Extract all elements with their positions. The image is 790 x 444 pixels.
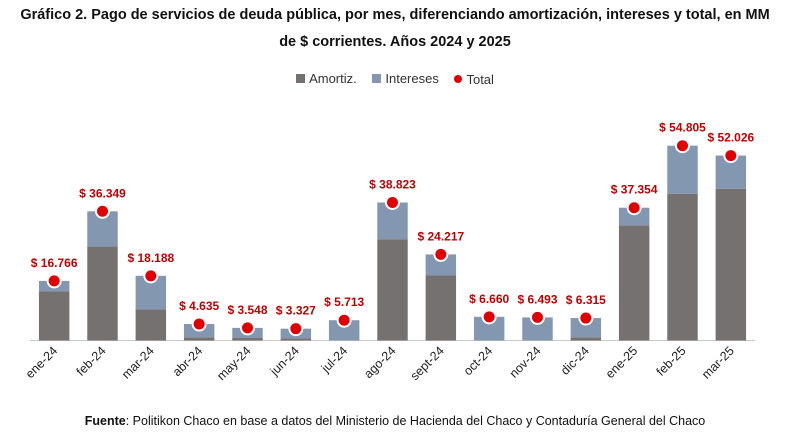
bar-intereses-dic-24 (570, 318, 602, 338)
total-label-jul-24: $ 5.713 (324, 295, 364, 309)
x-tick-label-jul-24: jul-24 (318, 344, 350, 376)
total-label-feb-25: $ 54.805 (659, 121, 706, 135)
total-point-feb-24 (95, 203, 110, 219)
total-point-abr-24 (191, 316, 207, 332)
total-label-feb-24: $ 36.349 (79, 186, 126, 200)
bar-amortiz-dic-24 (570, 337, 602, 341)
chart-plot: $ 16.766 ene-24 $ 36.349 feb-24 $ 18.188 mar-… (23, 121, 755, 383)
x-tick-label-dic-24: dic-24 (558, 344, 592, 378)
total-label-abr-24: $ 4.635 (179, 299, 219, 313)
total-label-ene-25: $ 37.354 (611, 183, 658, 197)
legend-item-intereses: Intereses (372, 71, 439, 86)
total-label-dic-24: $ 6.315 (566, 293, 606, 307)
bar-amortiz-sept-24 (425, 275, 457, 341)
bar-amortiz-feb-25 (667, 193, 698, 341)
chart-title-line-1: Gráfico 2. Pago de servicios de deuda pú… (20, 7, 770, 23)
x-tick-label-ago-24: ago-24 (361, 344, 398, 381)
total-point-mar-24 (143, 268, 159, 284)
legend-swatch-intereses (372, 74, 382, 83)
x-tick-label-ene-24: ene-24 (23, 344, 60, 381)
source-label: Fuente (84, 414, 126, 428)
total-point-feb-25 (675, 138, 690, 154)
legend-label-total: Total (466, 71, 494, 87)
bar-amortiz-mar-24 (135, 309, 167, 341)
total-label-jun-24: $ 3.327 (276, 304, 316, 318)
chart-title: Gráfico 2. Pago de servicios de deuda pú… (0, 2, 790, 56)
total-point-ene-24 (46, 273, 62, 289)
total-point-jun-24 (288, 321, 304, 337)
total-point-sept-24 (433, 246, 449, 262)
total-label-nov-24: $ 6.493 (517, 292, 557, 306)
x-tick-label-abr-24: abr-24 (170, 344, 205, 379)
x-tick-label-jun-24: jun-24 (267, 344, 302, 379)
legend-item-total: Total (454, 71, 494, 87)
bar-intereses-nov-24 (522, 317, 553, 341)
legend-item-amortiz: Amortiz. (296, 71, 357, 86)
bar-intereses-sept-24 (425, 254, 457, 276)
legend-label-intereses: Intereses (385, 71, 439, 86)
total-label-ene-24: $ 16.766 (31, 256, 78, 270)
total-label-ago-24: $ 38.823 (369, 178, 416, 192)
bar-amortiz-jun-24 (280, 338, 312, 341)
total-label-oct-24: $ 6.660 (469, 292, 509, 306)
x-tick-label-feb-24: feb-24 (74, 344, 109, 379)
total-point-jul-24 (336, 312, 352, 328)
x-tick-label-may-24: may-24 (214, 344, 253, 383)
total-point-dic-24 (578, 310, 594, 326)
bar-amortiz-ago-24 (377, 239, 408, 341)
bar-amortiz-ene-24 (38, 291, 70, 341)
total-point-mar-25 (723, 148, 739, 164)
total-point-oct-24 (481, 309, 497, 325)
chart-title-line-2: de $ corrientes. Años 2024 y 2025 (279, 34, 511, 50)
bar-intereses-ene-25 (618, 207, 650, 226)
total-label-mar-24: $ 18.188 (127, 251, 174, 265)
total-label-mar-25: $ 52.026 (707, 131, 754, 145)
bar-amortiz-may-24 (232, 338, 263, 341)
legend-label-amortiz: Amortiz. (309, 71, 357, 86)
bar-intereses-feb-25 (667, 145, 698, 194)
bar-amortiz-abr-24 (183, 337, 215, 341)
x-tick-label-mar-25: mar-25 (699, 344, 737, 382)
total-label-sept-24: $ 24.217 (417, 229, 464, 243)
source-text: : Politikon Chaco en base a datos del Mi… (125, 414, 706, 428)
bar-amortiz-ene-25 (618, 225, 650, 341)
x-tick-label-sept-24: sept-24 (408, 344, 447, 383)
bar-amortiz-feb-24 (87, 246, 118, 341)
legend-swatch-amortiz (296, 74, 306, 83)
x-tick-label-mar-24: mar-24 (119, 344, 157, 382)
bar-intereses-jul-24 (328, 320, 360, 341)
total-point-nov-24 (530, 309, 545, 325)
x-tick-label-oct-24: oct-24 (461, 344, 495, 378)
chart-legend: Amortiz. Intereses Total (0, 71, 790, 87)
legend-swatch-total (454, 75, 463, 83)
x-tick-label-feb-25: feb-25 (654, 344, 689, 379)
total-point-may-24 (240, 320, 255, 336)
x-tick-label-nov-24: nov-24 (507, 344, 544, 381)
total-point-ene-25 (626, 200, 642, 216)
total-label-may-24: $ 3.548 (227, 303, 267, 317)
x-tick-label-ene-25: ene-25 (603, 344, 640, 381)
bar-amortiz-mar-25 (715, 188, 747, 341)
total-point-ago-24 (385, 195, 400, 211)
bar-intereses-oct-24 (473, 316, 505, 341)
source-note: Fuente: Politikon Chaco en base a datos … (0, 414, 790, 428)
